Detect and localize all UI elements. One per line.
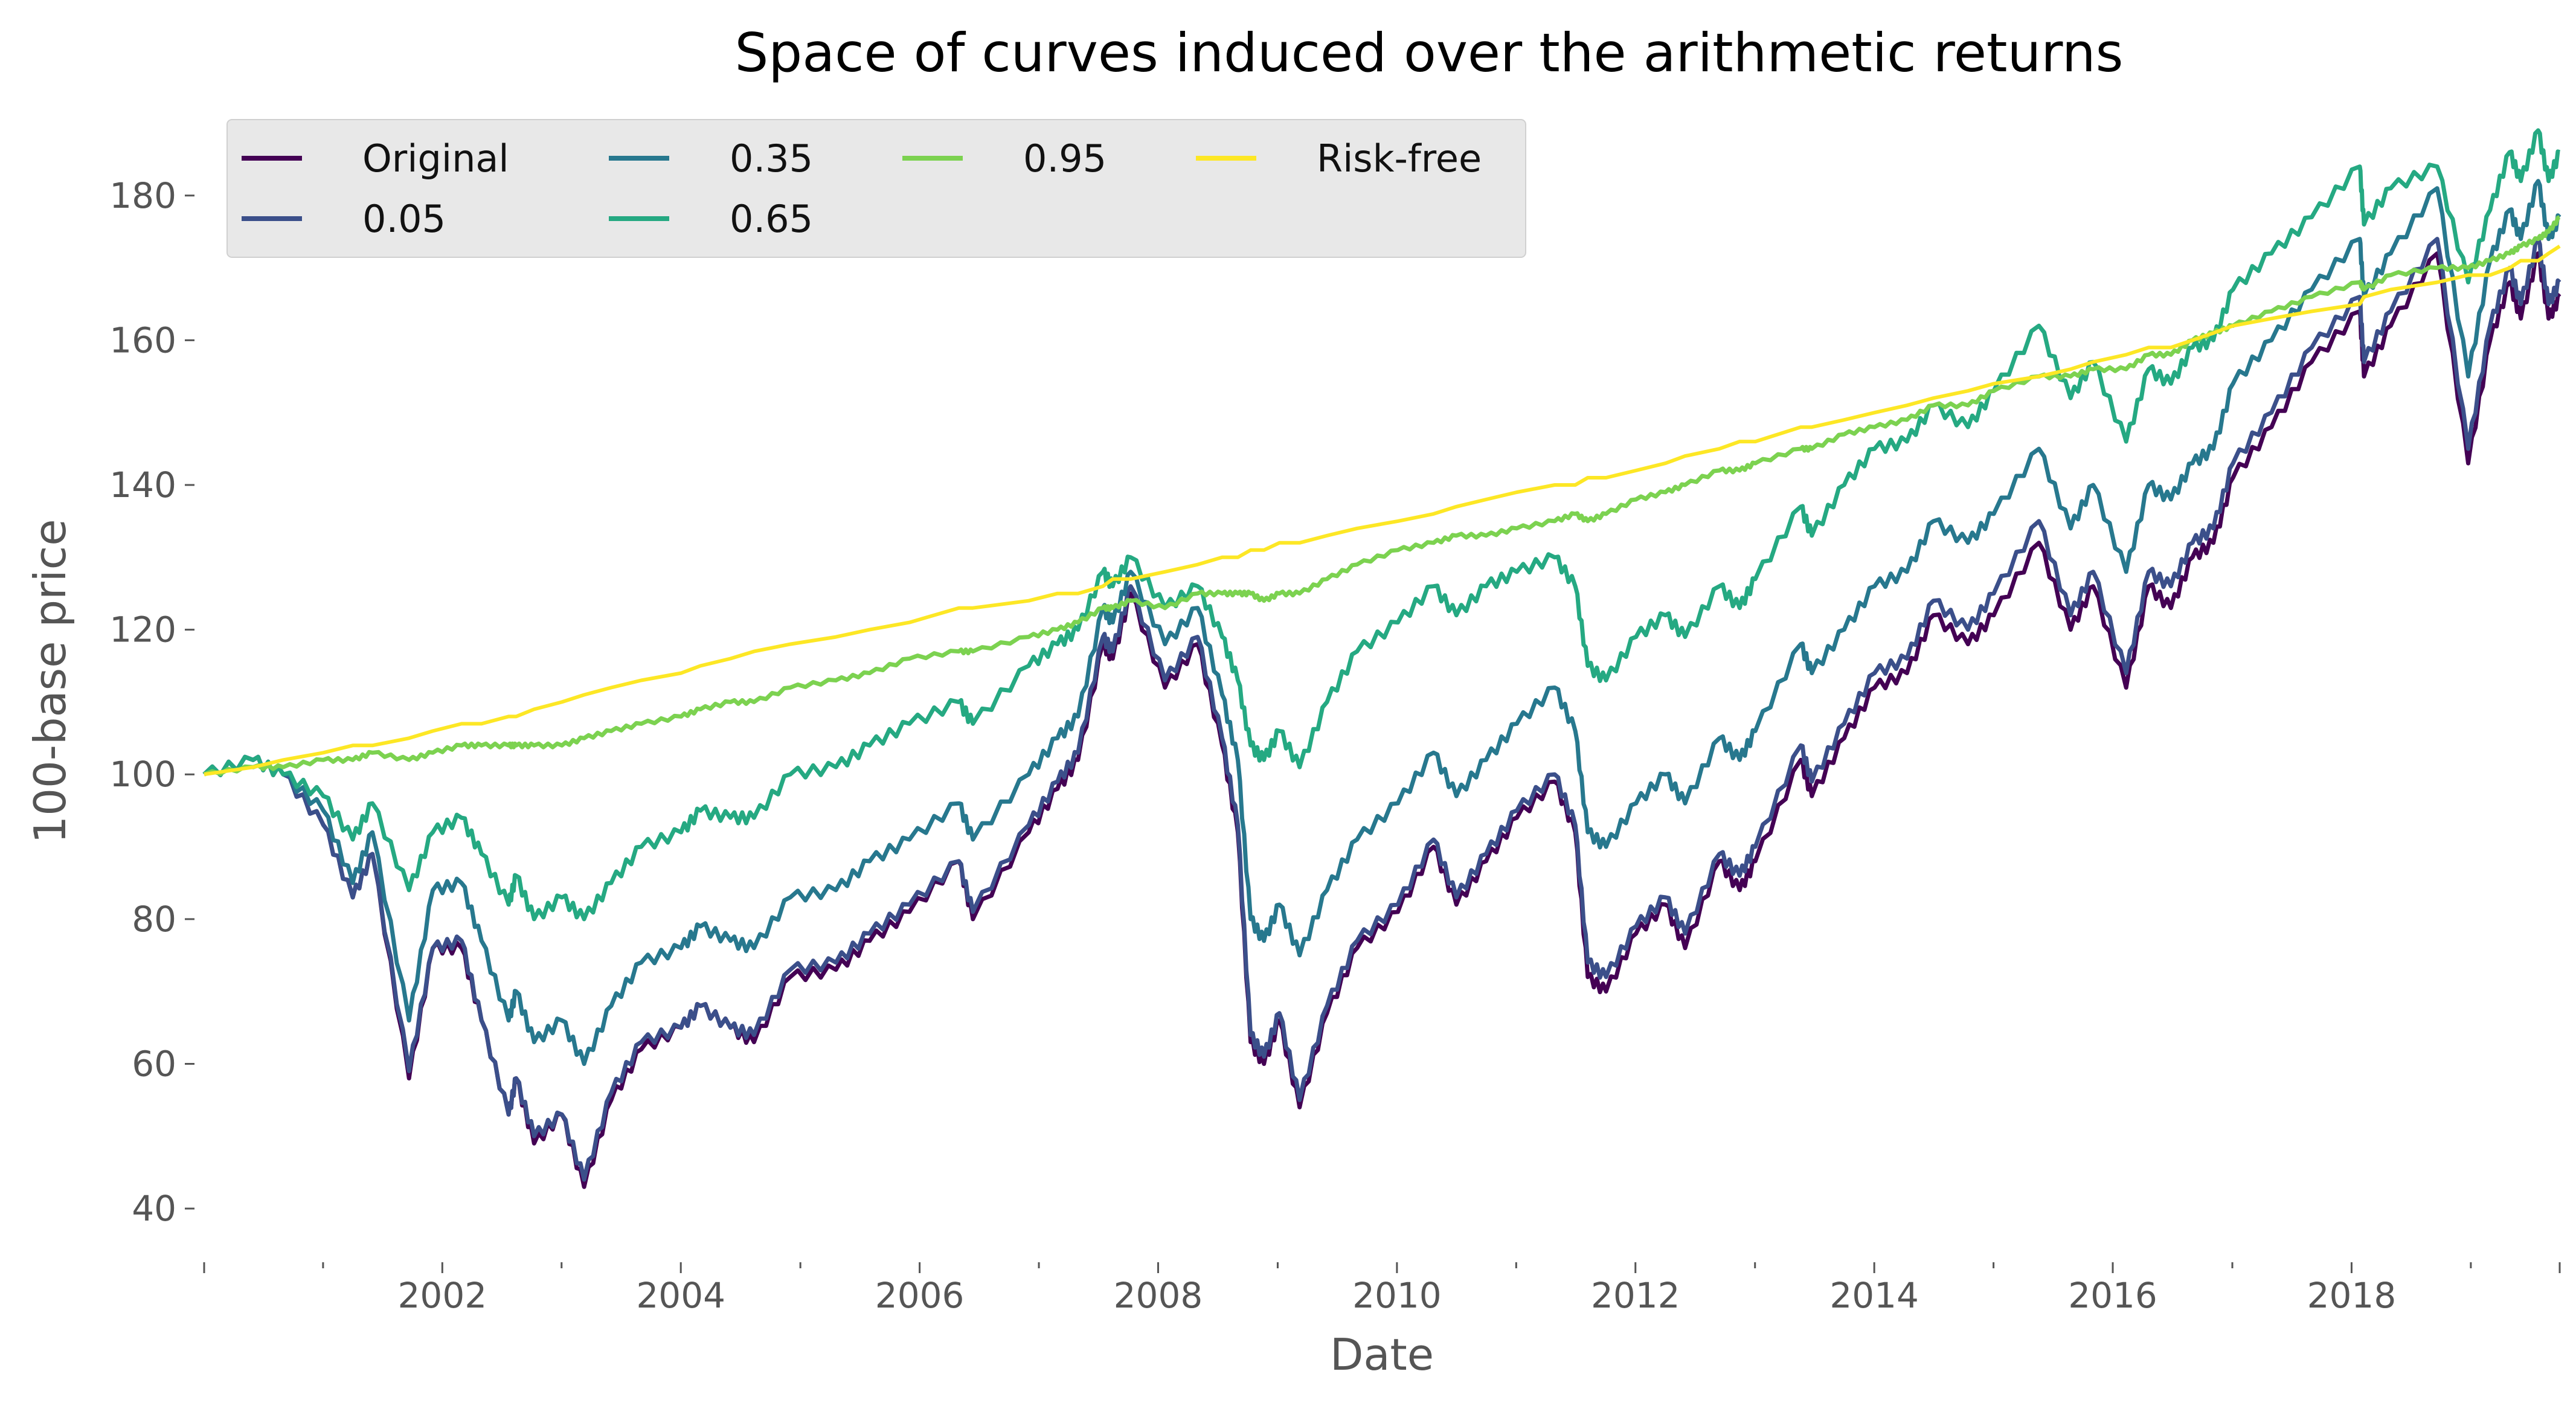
x-tick-label: 2012 (1591, 1275, 1680, 1316)
y-tick-label: 100 (109, 754, 176, 795)
series-layer (202, 128, 2562, 1189)
legend: Original 0.05 0.35 0.65 0.95 Risk-free (226, 119, 1526, 258)
y-tick-label: 40 (132, 1188, 176, 1229)
legend-label-original: Original (362, 136, 509, 181)
x-tick-label: 2006 (875, 1275, 965, 1316)
legend-box (226, 119, 1526, 258)
series-line-risk-free (204, 245, 2561, 777)
plot-area (204, 101, 2560, 1252)
legend-label-0-05: 0.05 (362, 197, 446, 241)
y-tick-label: 160 (109, 319, 176, 361)
x-tick-label: 2014 (1829, 1275, 1919, 1316)
y-tick-label: 60 (132, 1043, 176, 1084)
y-tick-label: 140 (109, 464, 176, 506)
x-tick-label: 2018 (2307, 1275, 2397, 1316)
legend-label-0-95: 0.95 (1023, 136, 1107, 181)
y-tick-label: 180 (109, 175, 176, 216)
x-tick-label: 2002 (398, 1275, 487, 1316)
x-tick-label: 2016 (2068, 1275, 2157, 1316)
y-axis: 40 60 80 100 120 140 160 180 (109, 175, 194, 1229)
series-line-0-05 (202, 237, 2562, 1182)
x-tick-label: 2008 (1114, 1275, 1203, 1316)
y-tick-label: 80 (132, 899, 176, 940)
x-tick-label: 2010 (1352, 1275, 1442, 1316)
x-tick-label: 2004 (636, 1275, 725, 1316)
chart-title: Space of curves induced over the arithme… (734, 22, 2123, 84)
legend-label-0-35: 0.35 (730, 136, 813, 181)
x-axis: 2002 2004 2006 2008 2010 2012 2014 2016 2018 (203, 1262, 2561, 1316)
series-line-0-35 (202, 179, 2562, 1066)
legend-label-0-65: 0.65 (730, 197, 813, 241)
y-tick-label: 120 (109, 609, 176, 650)
y-axis-title: 100-base price (25, 519, 75, 843)
x-axis-title: Date (1330, 1329, 1434, 1380)
legend-label-risk-free: Risk-free (1317, 136, 1482, 181)
